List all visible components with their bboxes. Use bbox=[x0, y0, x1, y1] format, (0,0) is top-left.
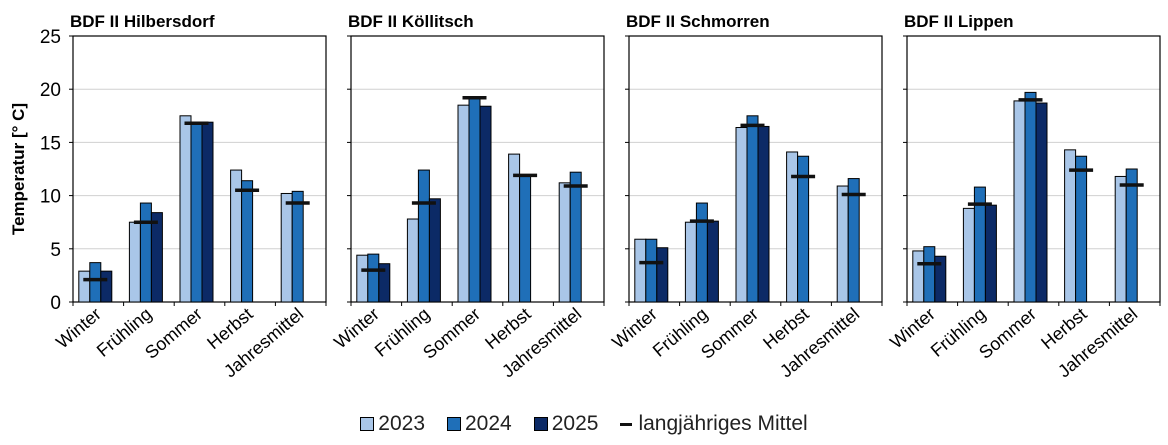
bar-2025 bbox=[378, 263, 391, 303]
bar-2025 bbox=[757, 125, 770, 303]
legend-swatch-2024 bbox=[447, 417, 461, 431]
y-tick-label: 0 bbox=[50, 293, 61, 314]
bar-2024 bbox=[89, 262, 102, 303]
panel-title: BDF II Köllitsch bbox=[348, 12, 474, 31]
bar-2024 bbox=[746, 115, 759, 303]
bar-2025 bbox=[984, 204, 997, 303]
x-category-label: Sommer bbox=[141, 304, 206, 363]
bar-2023 bbox=[634, 238, 647, 303]
bar-2023 bbox=[128, 221, 141, 303]
legend-item-mean: langjähriges Mittel bbox=[620, 412, 808, 436]
bar-2025 bbox=[150, 212, 163, 303]
bar-2023 bbox=[1114, 175, 1127, 303]
legend-item-2024: 2024 bbox=[447, 412, 512, 436]
bar-2023 bbox=[684, 221, 697, 303]
panel-title: BDF II Hilbersdorf bbox=[70, 12, 215, 31]
y-tick-label: 5 bbox=[50, 240, 61, 261]
bar-2024 bbox=[797, 155, 810, 303]
bar-2023 bbox=[280, 192, 293, 303]
y-tick-label: 25 bbox=[40, 27, 61, 48]
bar-2025 bbox=[479, 105, 492, 303]
bar-2025 bbox=[428, 198, 441, 303]
bar-2023 bbox=[836, 185, 849, 303]
panel-title: BDF II Schmorren bbox=[626, 12, 770, 31]
bar-2023 bbox=[962, 207, 975, 303]
legend-label-2024: 2024 bbox=[465, 412, 512, 435]
bar-2024 bbox=[847, 178, 860, 303]
legend-swatch-2025 bbox=[533, 417, 548, 431]
bar-2023 bbox=[1013, 100, 1026, 303]
y-axis-title: Temperatur [° C] bbox=[9, 103, 28, 235]
bar-2023 bbox=[735, 127, 748, 303]
legend-swatch-2023 bbox=[360, 417, 375, 431]
y-tick-label: 15 bbox=[40, 133, 61, 154]
bar-2023 bbox=[457, 104, 470, 303]
x-category-label: Sommer bbox=[419, 304, 484, 363]
legend-label-mean: langjähriges Mittel bbox=[638, 412, 808, 435]
y-tick-label: 10 bbox=[40, 187, 61, 208]
bar-2024 bbox=[190, 122, 203, 303]
bar-2024 bbox=[139, 202, 152, 303]
x-category-label: Sommer bbox=[975, 304, 1040, 363]
legend-item-2023: 2023 bbox=[360, 412, 425, 436]
bar-2023 bbox=[78, 270, 91, 303]
bar-2024 bbox=[1075, 155, 1088, 303]
bar-2024 bbox=[417, 169, 430, 303]
x-category-label: Sommer bbox=[697, 304, 762, 363]
bar-2023 bbox=[558, 182, 571, 303]
y-tick-label: 20 bbox=[40, 80, 61, 101]
legend-label-2023: 2023 bbox=[378, 412, 425, 435]
bar-2023 bbox=[786, 151, 799, 303]
bar-2024 bbox=[695, 202, 708, 303]
bar-2024 bbox=[645, 238, 658, 303]
bar-2024 bbox=[367, 253, 380, 303]
legend-item-2025: 2025 bbox=[533, 412, 599, 436]
bar-2024 bbox=[1024, 91, 1037, 303]
panel-title: BDF II Lippen bbox=[904, 12, 1014, 31]
chart-canvas: Temperatur [° C] 0 5 10 15 20 25 BDF II Hilbers… bbox=[9, 12, 1161, 381]
bar-2025 bbox=[100, 270, 113, 303]
bar-2023 bbox=[406, 218, 419, 303]
chart-legend: 2023 2024 2025 langjähriges Mittel bbox=[0, 412, 1168, 436]
bar-2024 bbox=[569, 171, 582, 303]
bar-2024 bbox=[923, 246, 936, 303]
bar-2025 bbox=[1035, 102, 1048, 303]
bar-2024 bbox=[519, 174, 532, 303]
bar-2025 bbox=[706, 220, 719, 303]
bar-2024 bbox=[468, 96, 481, 303]
legend-marker-mean bbox=[620, 422, 633, 426]
bar-2025 bbox=[201, 121, 214, 303]
bar-2023 bbox=[356, 254, 369, 303]
bar-2024 bbox=[241, 180, 254, 303]
bar-2023 bbox=[912, 250, 925, 303]
legend-label-2025: 2025 bbox=[551, 412, 599, 435]
bar-2025 bbox=[656, 247, 669, 303]
bar-2023 bbox=[1064, 149, 1077, 303]
bar-2024 bbox=[1125, 168, 1138, 303]
bar-2023 bbox=[179, 115, 192, 303]
bar-2025 bbox=[934, 255, 947, 303]
bar-2024 bbox=[291, 190, 304, 303]
